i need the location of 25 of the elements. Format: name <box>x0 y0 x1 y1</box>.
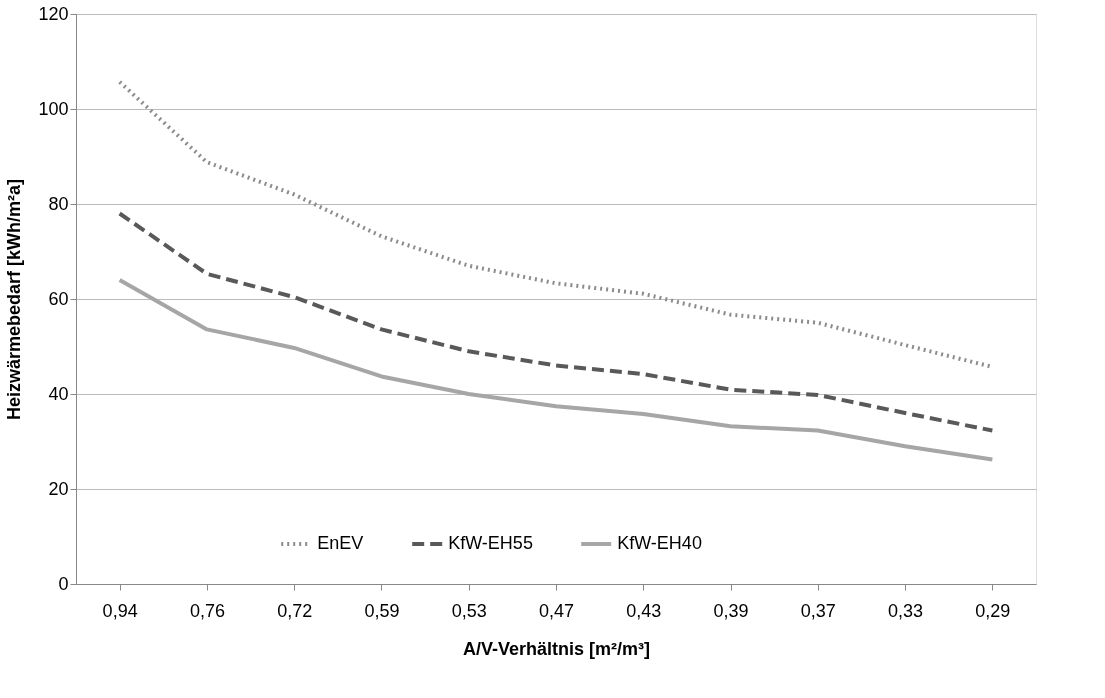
x-tick-label: 0,29 <box>975 600 1011 621</box>
line-series <box>117 211 995 433</box>
y-tick-label: 60 <box>48 288 69 309</box>
legend-label: KfW-EH40 <box>617 533 702 553</box>
x-tick-label: 0,47 <box>538 600 575 621</box>
y-tick-label: 80 <box>48 193 69 214</box>
y-tick-label: 20 <box>48 478 69 499</box>
legend-label: KfW-EH55 <box>448 533 533 553</box>
x-tick-label: 0,37 <box>800 600 836 621</box>
x-tick-label: 0,43 <box>626 600 662 621</box>
y-tick-label: 120 <box>38 3 69 24</box>
y-axis-title: Heizwärmebedarf [kWh/m²a] <box>4 178 25 421</box>
x-tick-label: 0,39 <box>713 600 749 621</box>
y-tick-label: 40 <box>48 383 69 404</box>
x-axis-title: A/V-Verhältnis [m²/m³] <box>462 638 651 659</box>
y-tick-label: 0 <box>58 573 69 594</box>
line-series <box>117 278 995 462</box>
x-tick-label: 0,53 <box>451 600 487 621</box>
x-tick-label: 0,72 <box>277 600 313 621</box>
y-tick-label: 100 <box>38 98 69 119</box>
x-tick-label: 0,94 <box>102 600 138 621</box>
legend-label: EnEV <box>317 533 364 553</box>
x-tick-label: 0,59 <box>364 600 400 621</box>
x-tick-label: 0,76 <box>189 600 225 621</box>
x-tick-label: 0,33 <box>888 600 924 621</box>
